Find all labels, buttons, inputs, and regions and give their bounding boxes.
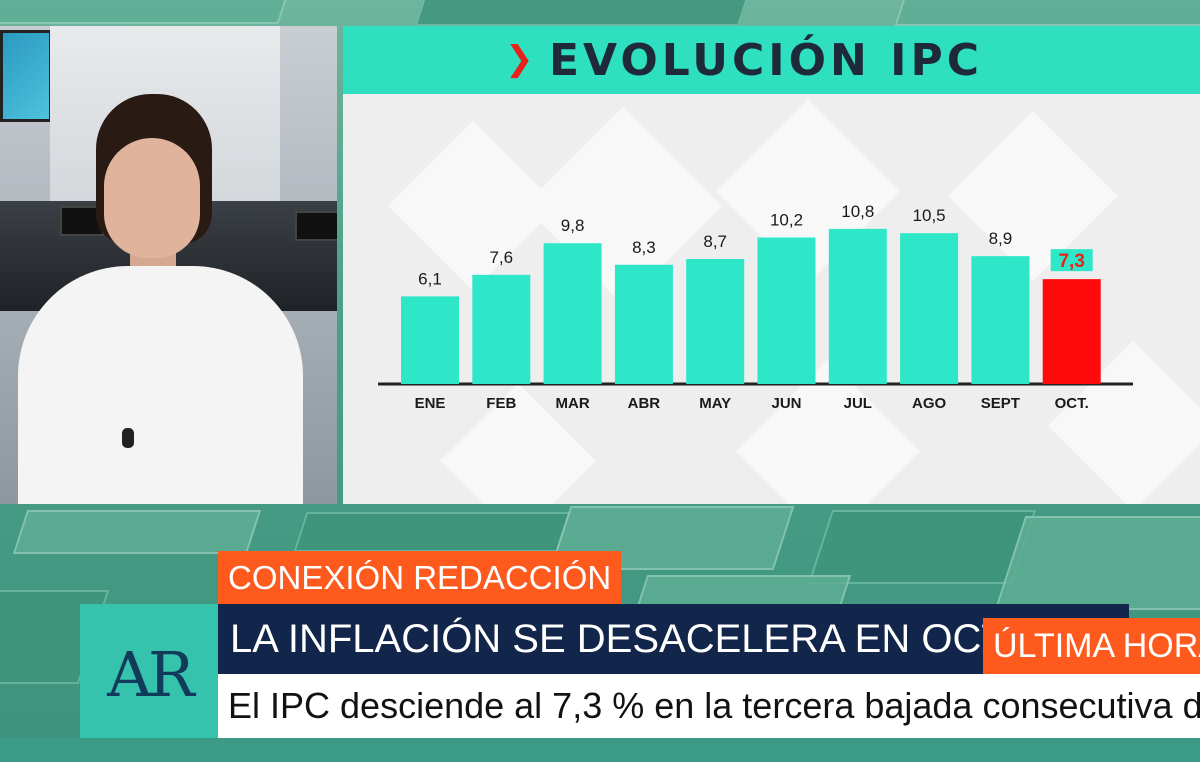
chart-title: EVOLUCIÓN IPC [549,35,984,86]
bar-JUL [828,228,887,384]
bar-ENE [401,296,459,384]
bar-AGO [900,233,959,384]
bar-ABR [614,264,673,384]
bar-MAR [543,243,602,384]
newsroom-monitor [0,30,52,122]
data-label-MAY: 8,7 [703,232,727,251]
breaking-news-tag: ÚLTIMA HORA [983,618,1200,674]
x-tick-label-AGO: AGO [912,395,947,412]
highlight-label-bg [1050,249,1093,272]
presenter-video [0,26,337,504]
news-subline: El IPC desciende al 7,3 % en la tercera … [218,674,1200,738]
data-label-JUN: 10,2 [770,210,803,229]
x-tick-label-SEPT: SEPT [981,395,1020,412]
chart-title-bar [343,26,1200,94]
x-tick-label-ABR: ABR [628,395,661,412]
headline: LA INFLACIÓN SE DESACELERA EN OCTUBRE [218,604,1129,674]
x-tick-label-OCT.: OCT. [1055,395,1089,412]
data-label-ENE: 6,1 [418,269,442,288]
bar-JUN [757,237,816,384]
data-label-FEB: 7,6 [489,248,513,267]
section-tag: CONEXIÓN REDACCIÓN [218,551,622,604]
data-label-ABR: 8,3 [632,238,656,257]
data-label-JUL: 10,8 [841,202,874,221]
desk-screen [295,211,337,241]
x-tick-label-MAR: MAR [556,395,590,412]
data-label-AGO: 10,5 [913,206,946,225]
ipc-bar-chart: 6,1 ENE 7,6 FEB 9,8 MAR 8,3 ABR 8,7 MAY 10,2 JUN 10,… [378,202,1133,412]
bar-SEPT [971,256,1030,384]
data-label-MAR: 9,8 [561,216,585,235]
data-label-OCT.: 7,3 [1058,251,1084,272]
x-tick-label-FEB: FEB [486,395,516,412]
bar-FEB [472,274,531,384]
red-chevron-right-icon: ❯ [505,39,534,79]
chart-panel: ❯ EVOLUCIÓN IPC 6,1 ENE 7,6 FEB 9,8 MAR 8,3 ABR… [343,26,1200,504]
logo-text: AR [107,637,194,711]
data-label-SEPT: 8,9 [989,229,1013,248]
channel-logo: AR [80,604,218,744]
x-tick-label-JUN: JUN [771,395,801,412]
bottom-strip [0,738,1200,762]
lapel-mic [122,428,134,448]
presenter-shirt [18,266,303,504]
x-tick-label-JUL: JUL [844,395,872,412]
x-tick-label-MAY: MAY [699,395,731,412]
bar-MAY [686,259,745,384]
x-tick-label-ENE: ENE [415,395,446,412]
bar-OCT. [1042,279,1101,384]
presenter-face [104,138,200,258]
